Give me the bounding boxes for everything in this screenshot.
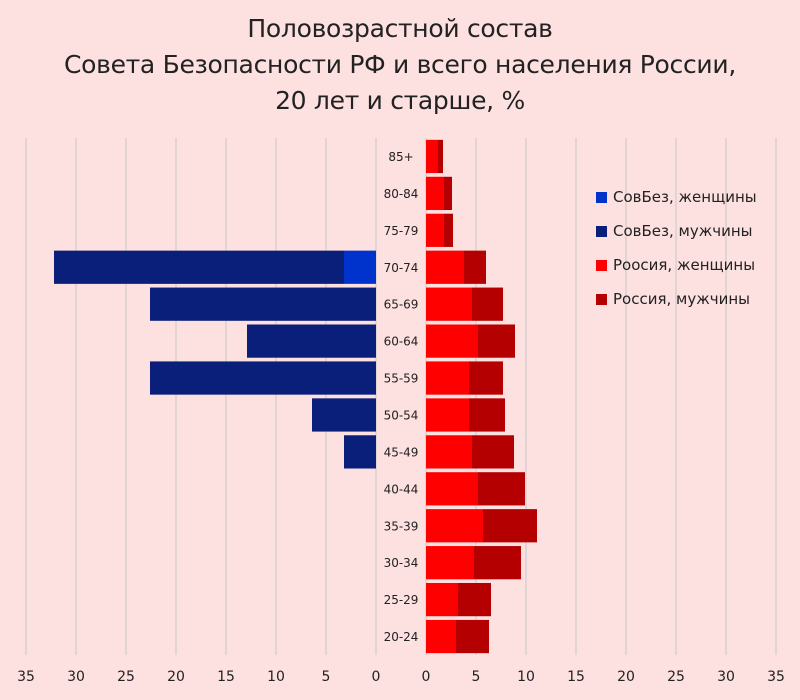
legend-item-ru-women: Роосия, женщины [596, 248, 757, 282]
bar-sb_men-45-49 [344, 435, 376, 469]
legend-swatch-ru-women [596, 259, 607, 271]
category-label-70-74: 70-74 [384, 261, 419, 275]
bar-ru_men-50-54 [469, 398, 505, 432]
category-label-20-24: 20-24 [384, 630, 419, 644]
category-label-55-59: 55-59 [384, 372, 419, 386]
bar-sb_men-60-64 [247, 324, 376, 358]
bar-ru_men-70-74 [464, 250, 486, 284]
tick-label-right-25: 25 [667, 669, 685, 685]
category-label-40-44: 40-44 [384, 482, 419, 496]
category-label-25-29: 25-29 [384, 593, 419, 607]
bar-ru_women-25-29 [426, 582, 458, 617]
tick-label-left-30: 30 [67, 669, 85, 685]
bar-ru_men-80-84 [444, 176, 452, 211]
bar-ru_women-80-84 [426, 176, 444, 211]
bar-ru_men-75-79 [444, 213, 453, 247]
bar-ru_men-20-24 [456, 619, 489, 654]
legend-label-sb-women: СовБез, женщины [613, 188, 757, 206]
legend-swatch-sb-men [596, 225, 607, 237]
tick-label-right-35: 35 [767, 669, 785, 685]
legend-item-sb-men: СовБез, мужчины [596, 214, 757, 248]
bar-ru_men-40-44 [478, 472, 525, 506]
legend-label-ru-men: Россия, мужчины [613, 290, 750, 308]
bar-ru_women-50-54 [426, 398, 469, 432]
bar-sb_men-65-69 [150, 287, 376, 321]
legend-label-ru-women: Роосия, женщины [613, 256, 756, 274]
bar-ru_women-65-69 [426, 287, 472, 321]
bar-ru_men-60-64 [478, 324, 515, 358]
tick-label-left-0: 0 [372, 669, 381, 685]
tick-label-right-10: 10 [517, 669, 535, 685]
bar-ru_women-60-64 [426, 324, 478, 358]
bar-ru_women-75-79 [426, 213, 444, 247]
tick-label-left-5: 5 [322, 669, 331, 685]
bar-ru_men-35-39 [483, 509, 537, 543]
bar-ru_women-20-24 [426, 619, 456, 654]
bar-ru_women-30-34 [426, 546, 474, 580]
legend-swatch-sb-women [596, 191, 607, 203]
chart-title-line-1: Половозрастной состав [247, 14, 553, 43]
category-label-85+: 85+ [388, 150, 413, 164]
bar-ru_men-25-29 [458, 582, 491, 617]
chart-legend: СовБез, женщины СовБез, мужчины Роосия, … [596, 180, 757, 316]
tick-label-right-5: 5 [472, 669, 481, 685]
bar-ru_men-45-49 [472, 435, 514, 469]
legend-item-ru-men: Россия, мужчины [596, 282, 757, 316]
bar-ru_women-45-49 [426, 435, 472, 469]
category-label-80-84: 80-84 [384, 187, 419, 201]
bar-ru_men-85+ [438, 139, 443, 174]
category-label-45-49: 45-49 [384, 445, 419, 459]
bar-ru_women-55-59 [426, 361, 469, 395]
tick-label-right-15: 15 [567, 669, 585, 685]
tick-label-right-20: 20 [617, 669, 635, 685]
bar-sb_men-50-54 [312, 398, 376, 432]
category-label-35-39: 35-39 [384, 519, 419, 533]
bar-sb_men-55-59 [150, 361, 376, 395]
bar-ru_women-40-44 [426, 472, 478, 506]
category-label-60-64: 60-64 [384, 335, 419, 349]
bar-ru_men-65-69 [472, 287, 503, 321]
legend-swatch-ru-men [596, 293, 607, 305]
legend-label-sb-men: СовБез, мужчины [613, 222, 753, 240]
bar-ru_women-85+ [426, 139, 438, 174]
category-label-30-34: 30-34 [384, 556, 419, 570]
legend-item-sb-women: СовБез, женщины [596, 180, 757, 214]
category-label-75-79: 75-79 [384, 224, 419, 238]
tick-label-left-25: 25 [117, 669, 135, 685]
tick-label-left-10: 10 [267, 669, 285, 685]
category-label-65-69: 65-69 [384, 298, 419, 312]
tick-label-left-20: 20 [167, 669, 185, 685]
bar-sb_men-70-74 [54, 250, 344, 284]
bar-ru_women-35-39 [426, 509, 483, 543]
tick-label-right-30: 30 [717, 669, 735, 685]
bar-sb_women-70-74 [344, 250, 376, 284]
tick-label-right-0: 0 [422, 669, 431, 685]
tick-label-left-35: 35 [17, 669, 35, 685]
category-label-50-54: 50-54 [384, 408, 419, 422]
chart-title-line-2: Совета Безопасности РФ и всего населения… [64, 50, 736, 79]
bar-ru_men-30-34 [474, 546, 521, 580]
bar-ru_men-55-59 [469, 361, 503, 395]
chart-title-line-3: 20 лет и старше, % [275, 86, 525, 115]
bar-ru_women-70-74 [426, 250, 464, 284]
tick-label-left-15: 15 [217, 669, 235, 685]
